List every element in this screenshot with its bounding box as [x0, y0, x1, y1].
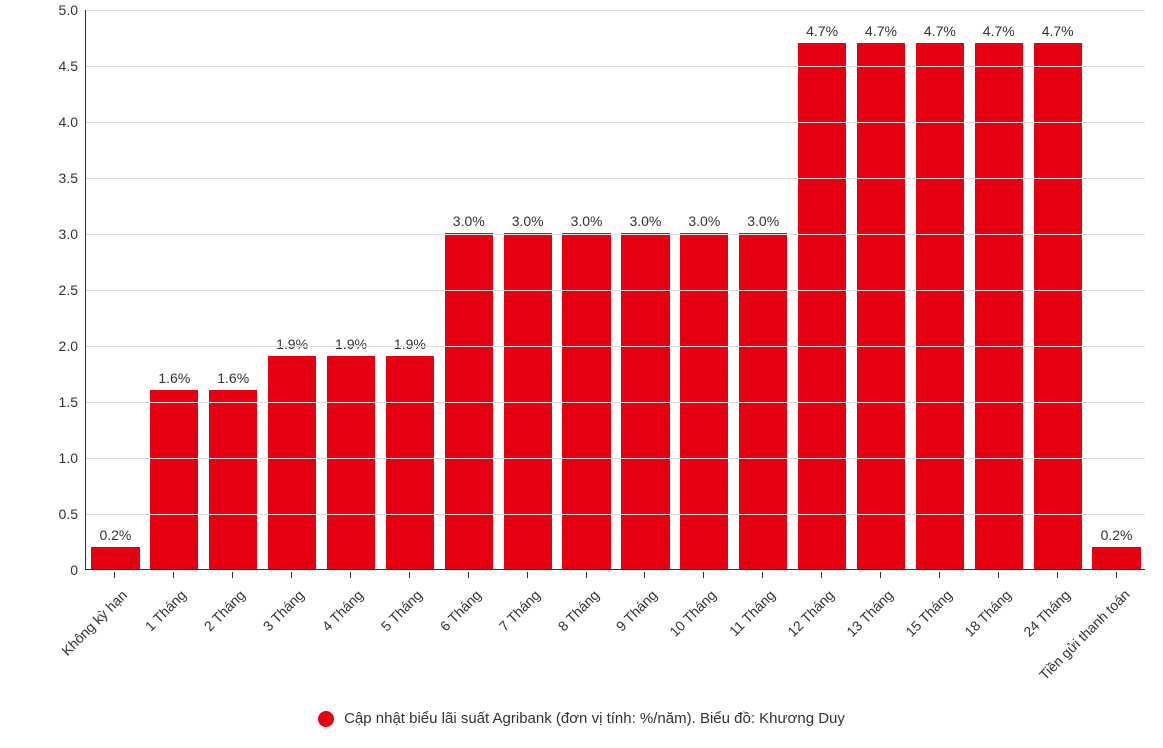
- x-axis-tick: [644, 572, 645, 578]
- y-axis-tick-label: 2.5: [28, 282, 78, 298]
- y-axis-tick-label: 3.0: [28, 226, 78, 242]
- x-axis-tick: [762, 572, 763, 578]
- y-axis-tick-label: 4.5: [28, 58, 78, 74]
- bar: 1.9%: [386, 356, 434, 569]
- x-axis-tick: [939, 572, 940, 578]
- bar: 1.6%: [209, 390, 257, 569]
- x-axis-tick: [821, 572, 822, 578]
- y-axis-tick-label: 0: [28, 562, 78, 578]
- gridline: [86, 346, 1145, 347]
- bar-value-label: 4.7%: [798, 23, 846, 39]
- y-axis-tick-label: 5.0: [28, 2, 78, 18]
- plot-area: 0.2%1.6%1.6%1.9%1.9%1.9%3.0%3.0%3.0%3.0%…: [85, 10, 1145, 570]
- x-axis-tick: [527, 572, 528, 578]
- x-axis-tick: [114, 572, 115, 578]
- bar: 3.0%: [562, 233, 610, 569]
- x-axis-tick: [998, 572, 999, 578]
- gridline: [86, 10, 1145, 11]
- bar-value-label: 4.7%: [857, 23, 905, 39]
- bar: 3.0%: [621, 233, 669, 569]
- gridline: [86, 402, 1145, 403]
- bar-value-label: 3.0%: [504, 213, 552, 229]
- bar: 1.9%: [268, 356, 316, 569]
- bar-value-label: 3.0%: [739, 213, 787, 229]
- bar-value-label: 0.2%: [91, 527, 139, 543]
- bar-value-label: 3.0%: [621, 213, 669, 229]
- y-axis-tick-label: 2.0: [28, 338, 78, 354]
- legend-swatch: [318, 711, 334, 727]
- bar-value-label: 1.6%: [209, 370, 257, 386]
- y-axis-tick-label: 0.5: [28, 506, 78, 522]
- x-axis-tick: [350, 572, 351, 578]
- bar: 0.2%: [1092, 547, 1140, 569]
- bar-value-label: 4.7%: [1034, 23, 1082, 39]
- bar-value-label: 3.0%: [562, 213, 610, 229]
- bar-value-label: 4.7%: [916, 23, 964, 39]
- bar: 3.0%: [739, 233, 787, 569]
- x-axis-tick: [1116, 572, 1117, 578]
- bar: 1.6%: [150, 390, 198, 569]
- bar: 3.0%: [504, 233, 552, 569]
- gridline: [86, 234, 1145, 235]
- bar-value-label: 3.0%: [680, 213, 728, 229]
- bar-value-label: 4.7%: [975, 23, 1023, 39]
- bar-value-label: 0.2%: [1092, 527, 1140, 543]
- x-axis-tick: [1057, 572, 1058, 578]
- bar-value-label: 1.6%: [150, 370, 198, 386]
- gridline: [86, 122, 1145, 123]
- bar-value-label: 1.9%: [327, 336, 375, 352]
- gridline: [86, 178, 1145, 179]
- gridline: [86, 458, 1145, 459]
- interest-rate-chart: 0.2%1.6%1.6%1.9%1.9%1.9%3.0%3.0%3.0%3.0%…: [0, 0, 1163, 748]
- x-axis-tick: [409, 572, 410, 578]
- legend-text: Cập nhật biểu lãi suất Agribank (đơn vị …: [344, 710, 845, 727]
- y-axis-tick-label: 3.5: [28, 170, 78, 186]
- bar-value-label: 3.0%: [445, 213, 493, 229]
- bar-value-label: 1.9%: [386, 336, 434, 352]
- y-axis-tick-label: 4.0: [28, 114, 78, 130]
- y-axis-tick-label: 1.5: [28, 394, 78, 410]
- gridline: [86, 66, 1145, 67]
- x-axis-tick: [586, 572, 587, 578]
- bar: 0.2%: [91, 547, 139, 569]
- x-axis-tick: [880, 572, 881, 578]
- bar: 3.0%: [445, 233, 493, 569]
- gridline: [86, 514, 1145, 515]
- x-axis-tick: [703, 572, 704, 578]
- x-axis-tick: [468, 572, 469, 578]
- chart-legend: Cập nhật biểu lãi suất Agribank (đơn vị …: [0, 710, 1163, 727]
- x-axis-tick: [173, 572, 174, 578]
- gridline: [86, 290, 1145, 291]
- y-axis-tick-label: 1.0: [28, 450, 78, 466]
- x-axis-tick: [291, 572, 292, 578]
- bar: 3.0%: [680, 233, 728, 569]
- bar: 1.9%: [327, 356, 375, 569]
- x-axis-tick: [232, 572, 233, 578]
- bar-value-label: 1.9%: [268, 336, 316, 352]
